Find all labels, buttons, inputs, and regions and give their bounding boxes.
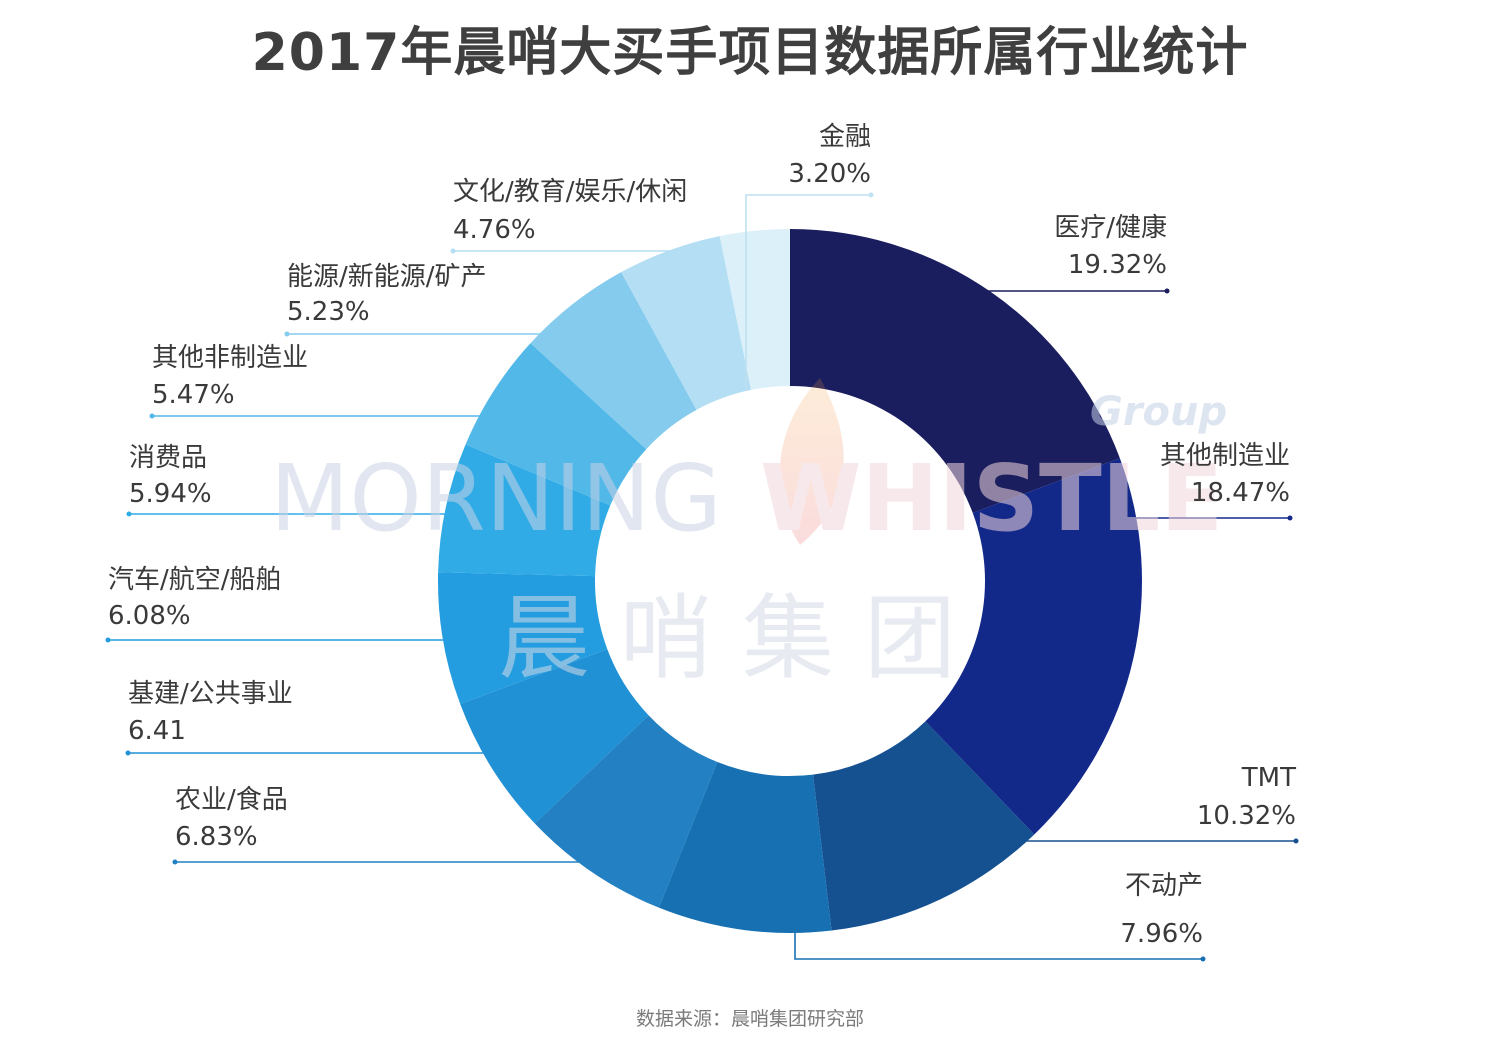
slice-value-label: 3.20% (788, 159, 871, 189)
slice-9 (530, 272, 697, 450)
slice-name-label: 能源/新能源/矿产 (287, 262, 487, 292)
leader-dot-10 (450, 248, 456, 254)
slice-6 (438, 572, 608, 705)
watermark-whistle: WHISTLE (760, 445, 1223, 552)
leader-dot-1 (1287, 515, 1293, 521)
slice-name-label: 不动产 (1125, 871, 1203, 901)
slice-value-label: 6.83% (175, 822, 258, 852)
leader-dot-0 (1164, 288, 1170, 294)
slice-0 (790, 229, 1120, 513)
slice-7 (438, 444, 611, 577)
slice-name-label: 农业/食品 (175, 785, 288, 815)
slice-value-label: 4.76% (453, 215, 536, 245)
watermark-cn: 晨哨集团 (498, 585, 986, 692)
leader-dot-5 (125, 750, 131, 756)
labels-layer: 医疗/健康 19.32% 其他制造业 18.47% TMT 10.32% 不动产 7.96% 农… (108, 122, 1296, 949)
slice-name-label: 医疗/健康 (1054, 213, 1167, 243)
slice-1 (925, 458, 1142, 835)
slice-value-label: 5.94% (129, 479, 212, 509)
slice-name-label: 汽车/航空/船舶 (108, 565, 282, 595)
slice-10 (621, 236, 752, 410)
leader-line-3 (794, 930, 1203, 960)
slice-value-label: 7.96% (1120, 919, 1203, 949)
leader-dot-9 (284, 331, 290, 337)
leader-dot-8 (149, 413, 155, 419)
leader-lines (105, 192, 1299, 962)
watermark-group: Group (1090, 389, 1227, 435)
leader-dot-7 (126, 511, 132, 517)
watermark-morning: MORNING (270, 445, 722, 552)
slice-value-label: 18.47% (1191, 478, 1290, 508)
slice-name-label: 基建/公共事业 (128, 679, 293, 709)
slice-name-label: 金融 (819, 122, 871, 152)
slice-name-label: 其他非制造业 (152, 343, 308, 373)
flame-icon (779, 378, 844, 545)
slice-8 (465, 343, 647, 506)
leader-dot-6 (105, 637, 111, 643)
slice-name-label: 其他制造业 (1160, 441, 1290, 471)
leader-dot-2 (1293, 838, 1299, 844)
slice-value-label: 10.32% (1197, 801, 1296, 831)
slice-4 (534, 715, 718, 908)
leader-dot-3 (1200, 956, 1206, 962)
slice-3 (658, 761, 832, 934)
slice-value-label: 19.32% (1068, 250, 1167, 280)
slice-value-label: 5.23% (287, 297, 370, 327)
source-note: 数据来源：晨哨集团研究部 (635, 1008, 864, 1030)
slice-value-label: 6.08% (108, 601, 191, 631)
slice-11 (719, 229, 790, 390)
slice-2 (813, 721, 1035, 931)
leader-dot-11 (868, 192, 874, 198)
leader-dot-4 (172, 859, 178, 865)
watermark: MORNING WHISTLE Group 晨哨集团 (270, 378, 1227, 692)
slices-layer (438, 229, 1142, 934)
slice-name-label: TMT (1241, 763, 1296, 793)
slice-value-label: 5.47% (152, 380, 235, 410)
slice-value-label: 6.41 (128, 716, 186, 746)
page-title: 2017年晨哨大买手项目数据所属行业统计 (251, 23, 1249, 83)
slice-name-label: 消费品 (129, 443, 207, 473)
leader-line-11 (745, 194, 871, 390)
slice-5 (460, 649, 649, 824)
slice-name-label: 文化/教育/娱乐/休闲 (453, 177, 687, 207)
